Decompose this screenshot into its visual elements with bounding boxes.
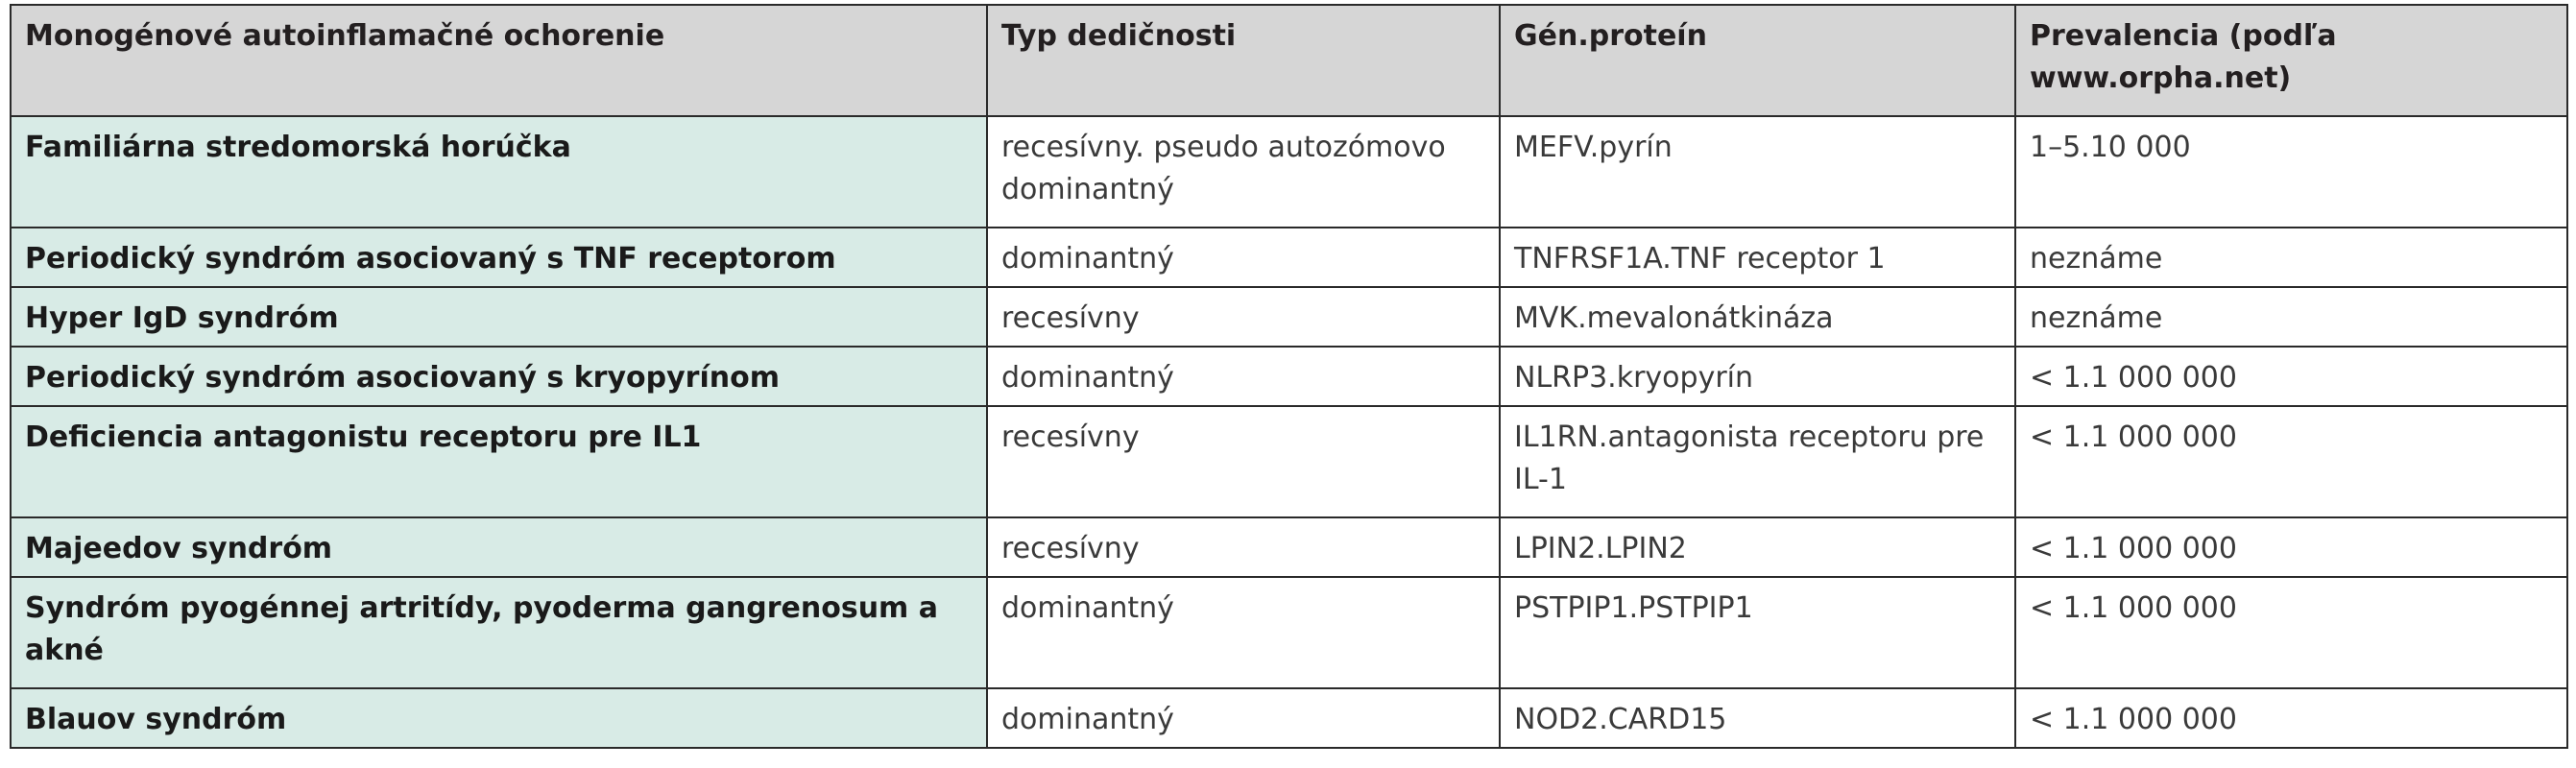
cell-prevalence: < 1.1 000 000 [2014,405,2568,518]
cell-prevalence: < 1.1 000 000 [2014,516,2568,578]
table-header-row: Monogénové autoinflamačné ochorenie Typ … [10,4,2568,117]
cell-inheritance: recesívny [986,286,1501,348]
cell-prevalence: < 1.1 000 000 [2014,687,2568,749]
cell-gene-protein: NOD2.CARD15 [1499,687,2016,749]
table-row: Periodický syndróm asociovaný s kryopyrí… [10,346,2568,407]
cell-gene-protein: TNFRSF1A.TNF receptor 1 [1499,227,2016,288]
cell-prevalence: 1–5.10 000 [2014,115,2568,228]
cell-disease: Periodický syndróm asociovaný s kryopyrí… [10,346,988,407]
cell-disease: Blauov syndróm [10,687,988,749]
cell-gene-protein: MVK.mevalonátkináza [1499,286,2016,348]
table-row: Majeedov syndróm recesívny LPIN2.LPIN2 <… [10,516,2568,578]
cell-disease: Majeedov syndróm [10,516,988,578]
cell-prevalence: neznáme [2014,286,2568,348]
cell-gene-protein: IL1RN.antagonista receptoru pre IL-1 [1499,405,2016,518]
table-row: Hyper IgD syndróm recesívny MVK.mevaloná… [10,286,2568,348]
cell-disease: Hyper IgD syndróm [10,286,988,348]
cell-inheritance: dominantný [986,687,1501,749]
table-row: Syndróm pyogénnej artritídy, pyoderma ga… [10,576,2568,689]
table-row: Periodický syndróm asociovaný s TNF rece… [10,227,2568,288]
cell-inheritance: dominantný [986,576,1501,689]
table-row: Blauov syndróm dominantný NOD2.CARD15 < … [10,687,2568,749]
header-prevalence: Prevalencia (podľa www.orpha.net) [2014,4,2568,117]
cell-inheritance: dominantný [986,346,1501,407]
table-row: Familiárna stredomorská horúčka recesívn… [10,115,2568,228]
cell-prevalence: neznáme [2014,227,2568,288]
table-row: Deficiencia antagonistu receptoru pre IL… [10,405,2568,518]
cell-disease: Familiárna stredomorská horúčka [10,115,988,228]
cell-gene-protein: PSTPIP1.PSTPIP1 [1499,576,2016,689]
cell-disease: Syndróm pyogénnej artritídy, pyoderma ga… [10,576,988,689]
cell-inheritance: recesívny [986,405,1501,518]
cell-prevalence: < 1.1 000 000 [2014,346,2568,407]
cell-gene-protein: NLRP3.kryopyrín [1499,346,2016,407]
cell-inheritance: recesívny. pseudo autozómovo dominantný [986,115,1501,228]
cell-disease: Periodický syndróm asociovaný s TNF rece… [10,227,988,288]
header-gene-protein: Gén.proteín [1499,4,2016,117]
autoinflammatory-disease-table: Monogénové autoinflamačné ochorenie Typ … [10,4,2568,749]
cell-inheritance: recesívny [986,516,1501,578]
header-inheritance: Typ dedičnosti [986,4,1501,117]
cell-gene-protein: LPIN2.LPIN2 [1499,516,2016,578]
cell-inheritance: dominantný [986,227,1501,288]
cell-gene-protein: MEFV.pyrín [1499,115,2016,228]
header-disease: Monogénové autoinflamačné ochorenie [10,4,988,117]
table-container: Monogénové autoinflamačné ochorenie Typ … [10,4,2568,749]
cell-disease: Deficiencia antagonistu receptoru pre IL… [10,405,988,518]
cell-prevalence: < 1.1 000 000 [2014,576,2568,689]
